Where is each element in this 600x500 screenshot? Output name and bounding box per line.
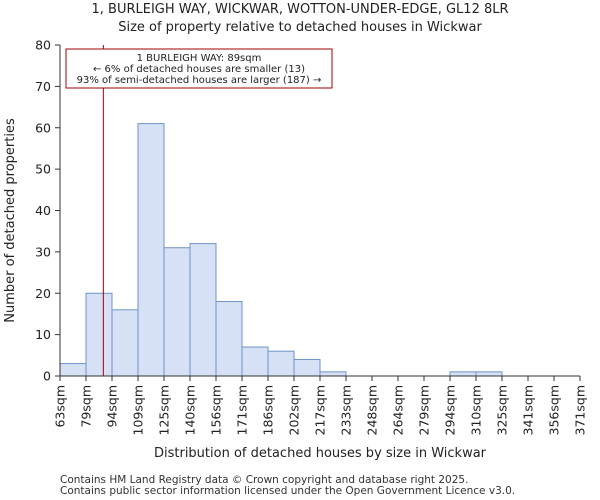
x-tick-label-248sqm: 248sqm — [365, 385, 380, 435]
x-tick-label-341sqm: 341sqm — [521, 385, 536, 435]
x-tick-label-186sqm: 186sqm — [261, 385, 276, 435]
annotation-line-1: 1 BURLEIGH WAY: 89sqm — [137, 53, 262, 64]
bar-79sqm — [85, 292, 113, 377]
x-tick-label-202sqm: 202sqm — [287, 385, 302, 435]
bar-109sqm — [137, 123, 165, 377]
x-tick-label-264sqm: 264sqm — [391, 385, 406, 435]
x-tick-label-171sqm: 171sqm — [235, 385, 250, 435]
y-tick-label-30: 30 — [35, 244, 51, 259]
bar-171sqm — [241, 346, 269, 377]
x-tick-label-294sqm: 294sqm — [443, 385, 458, 435]
x-axis: 63sqm 79sqm 94sqm 109sqm 125sqm 140sqm 156sqm 1… — [53, 375, 588, 435]
annotation-border — [65, 48, 333, 89]
x-tick-label-217sqm: 217sqm — [313, 385, 328, 435]
chart-title-line1: 1, BURLEIGH WAY, WICKWAR, WOTTON-UNDER-E… — [91, 2, 509, 17]
y-tick-label-10: 10 — [35, 327, 51, 342]
bar-202sqm — [293, 358, 321, 377]
annotation-line-2: ← 6% of detached houses are smaller (13) — [93, 64, 305, 75]
bar-310sqm — [475, 371, 503, 377]
y-axis-label: Number of detached properties — [3, 118, 18, 323]
y-tick-label-20: 20 — [35, 286, 51, 301]
footer-copyright: Contains HM Land Registry data © Crown c… — [60, 474, 469, 486]
x-tick-label-325sqm: 325sqm — [495, 385, 510, 435]
bar-140sqm — [189, 243, 217, 377]
x-tick-label-109sqm: 109sqm — [131, 385, 146, 435]
bar-63sqm — [59, 363, 87, 377]
x-axis-label: Distribution of detached houses by size … — [154, 446, 487, 461]
x-tick-label-356sqm: 356sqm — [547, 385, 562, 435]
x-tick-label-125sqm: 125sqm — [157, 385, 172, 435]
footer-licence: Contains public sector information licen… — [60, 485, 516, 497]
bar-125sqm — [163, 247, 191, 377]
x-tick-label-279sqm: 279sqm — [417, 385, 432, 435]
bar-94sqm — [111, 309, 139, 377]
x-tick-label-63sqm: 63sqm — [53, 385, 68, 428]
annotation-box: 1 BURLEIGH WAY: 89sqm ← 6% of detached h… — [65, 48, 333, 89]
x-tick-label-371sqm: 371sqm — [573, 385, 588, 435]
y-tick-label-80: 80 — [35, 38, 51, 53]
annotation-line-3: 93% of semi-detached houses are larger (… — [77, 75, 322, 86]
x-tick-label-233sqm: 233sqm — [339, 385, 354, 435]
y-tick-label-70: 70 — [35, 79, 51, 94]
x-tick-label-94sqm: 94sqm — [105, 385, 120, 428]
bars-group — [59, 123, 503, 377]
bar-156sqm — [215, 301, 243, 377]
bar-217sqm — [319, 371, 347, 377]
y-tick-label-60: 60 — [35, 120, 51, 135]
bar-186sqm — [267, 350, 295, 377]
y-tick-label-50: 50 — [35, 162, 51, 177]
bar-294sqm — [449, 371, 477, 377]
x-tick-label-79sqm: 79sqm — [79, 385, 94, 428]
x-tick-label-310sqm: 310sqm — [469, 385, 484, 435]
chart-title-line2: Size of property relative to detached ho… — [118, 20, 482, 35]
y-axis: 0 10 20 30 40 50 60 70 80 — [35, 38, 61, 384]
x-tick-label-156sqm: 156sqm — [209, 385, 224, 435]
y-tick-label-0: 0 — [43, 369, 51, 384]
y-tick-label-40: 40 — [35, 203, 51, 218]
x-tick-label-140sqm: 140sqm — [183, 385, 198, 435]
